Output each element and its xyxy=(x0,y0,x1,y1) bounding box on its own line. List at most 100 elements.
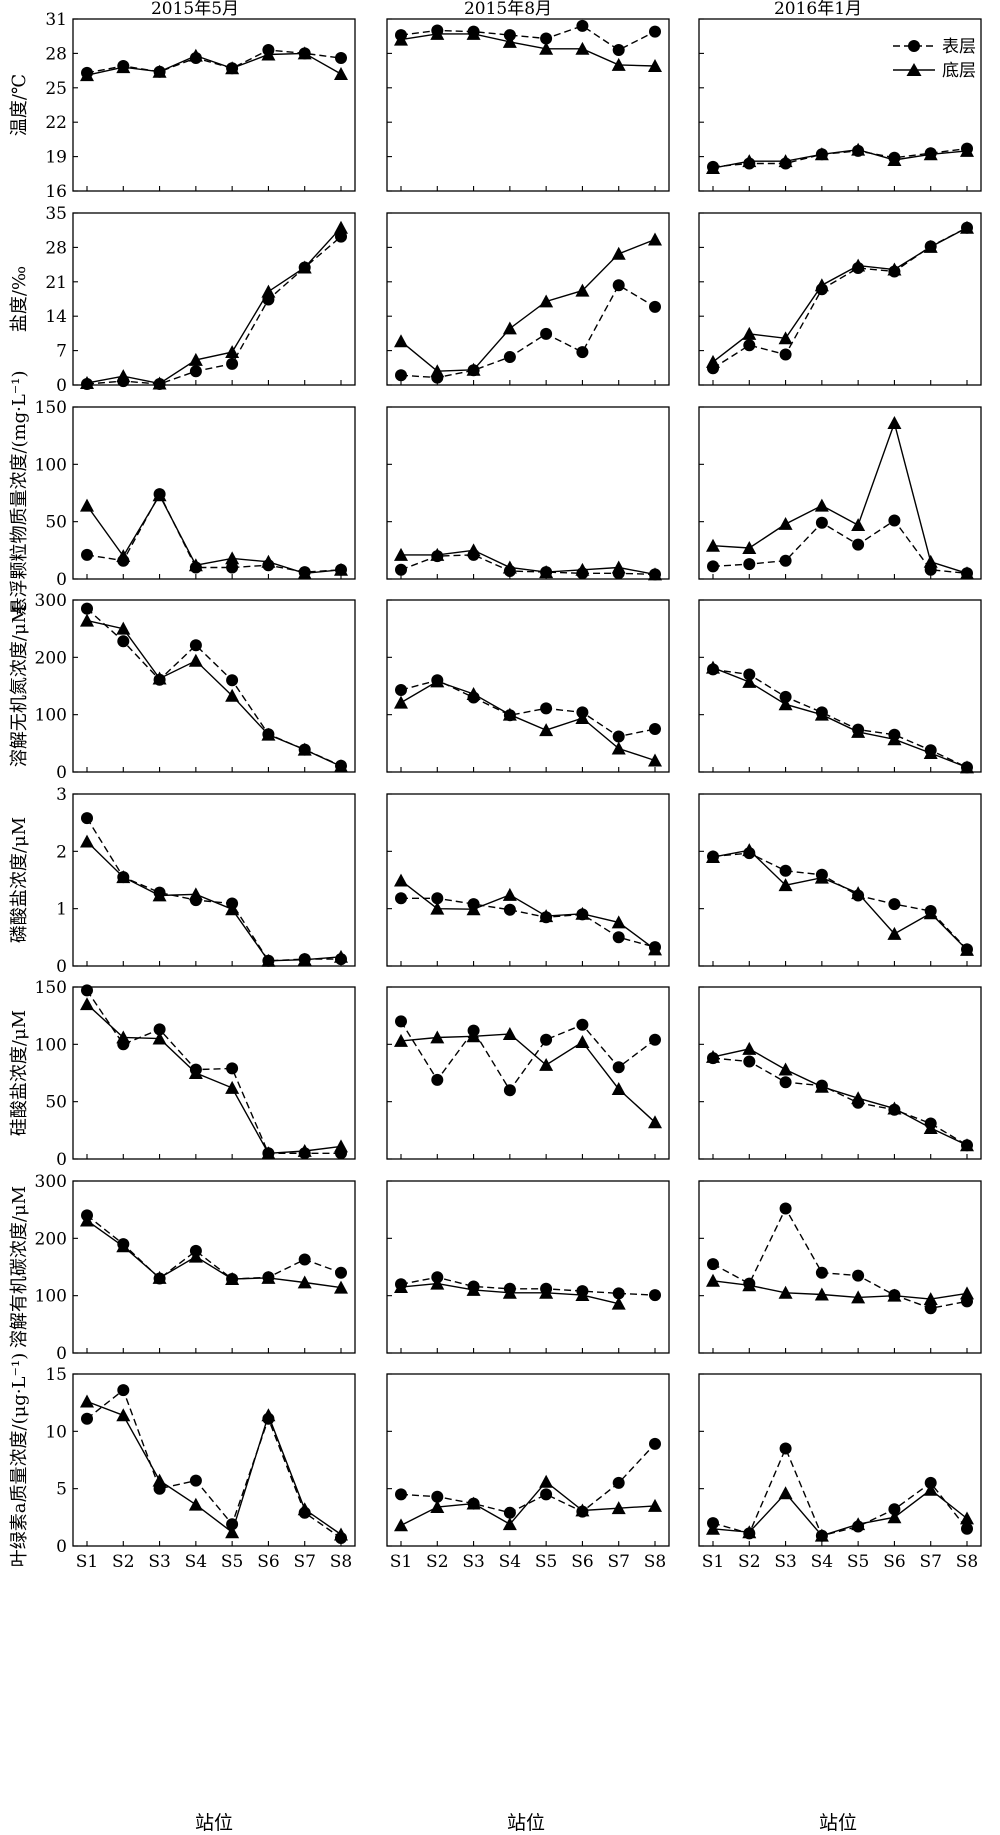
bottom-point-S4 xyxy=(188,48,203,62)
x-tick-label-S1: S1 xyxy=(76,1552,98,1572)
panel-chlorophyll-aug-2015: S1 S2 S3 S4 S5 S6 S7 S8 xyxy=(386,1373,670,1572)
y-tick-label: 1 xyxy=(56,900,67,920)
surface-point-S3 xyxy=(779,690,792,703)
bottom-series-line xyxy=(401,549,656,576)
bottom-point-S5 xyxy=(539,41,554,55)
panel-frame xyxy=(698,793,982,967)
bottom-point-S8 xyxy=(648,567,662,581)
bottom-point-S2 xyxy=(742,843,757,857)
surface-point-S8 xyxy=(649,300,661,313)
surface-point-S7 xyxy=(612,44,625,56)
surface-series-line xyxy=(712,852,968,950)
x-tick-label-S6: S6 xyxy=(571,1552,593,1572)
surface-series-line xyxy=(86,1214,342,1280)
column-title-may-2015: 2015年5月 xyxy=(151,0,239,19)
bottom-point-S3 xyxy=(152,64,167,78)
surface-series-line xyxy=(712,1446,968,1537)
bottom-point-S5 xyxy=(539,565,554,579)
surface-point-S5 xyxy=(226,357,239,370)
bottom-point-S4 xyxy=(502,321,517,335)
surface-point-S1 xyxy=(395,684,407,696)
surface-point-S4 xyxy=(503,903,516,916)
y-tick-label: 28 xyxy=(45,44,67,64)
y-tick-label: 300 xyxy=(35,591,67,611)
bottom-point-S6 xyxy=(887,262,902,276)
bottom-point-S8 xyxy=(648,59,662,72)
surface-point-S6 xyxy=(576,19,589,32)
x-tick-label-S1: S1 xyxy=(702,1552,724,1572)
surface-point-S6 xyxy=(888,1503,901,1516)
bottom-point-S4 xyxy=(502,1285,517,1299)
surface-series-line xyxy=(86,817,341,962)
panel-suspended-matter-may-2015: 0 50 100 150 xyxy=(35,398,356,590)
bottom-point-S6 xyxy=(887,1510,902,1524)
bottom-point-S8 xyxy=(334,1280,348,1294)
bottom-point-S6 xyxy=(575,41,590,55)
bottom-point-S1 xyxy=(394,1280,408,1294)
surface-point-S1 xyxy=(395,892,407,905)
bottom-point-S2 xyxy=(116,369,131,383)
y-axis-label-salinity: 盐度/‰ xyxy=(9,266,30,332)
surface-point-S7 xyxy=(612,1287,625,1300)
panel-frame xyxy=(386,212,670,386)
bottom-point-S7 xyxy=(297,952,312,966)
surface-series-line xyxy=(400,554,656,576)
bottom-point-S3 xyxy=(152,1473,167,1487)
x-tick-label-S8: S8 xyxy=(330,1552,352,1572)
bottom-point-S7 xyxy=(923,554,938,568)
surface-point-S7 xyxy=(298,1253,311,1266)
bottom-point-S6 xyxy=(261,47,276,61)
bottom-point-S2 xyxy=(430,547,445,561)
legend: 表层 底层 xyxy=(893,37,976,81)
surface-point-S4 xyxy=(189,639,202,652)
y-tick-label: 50 xyxy=(45,513,67,533)
surface-point-S4 xyxy=(503,1506,516,1519)
bottom-point-S2 xyxy=(116,1030,131,1044)
panel-frame xyxy=(698,986,982,1160)
x-tick-label-S5: S5 xyxy=(535,1552,557,1572)
panel-frame xyxy=(386,1180,670,1354)
y-tick-label: 28 xyxy=(45,238,67,258)
bottom-point-S4 xyxy=(814,147,829,161)
panel-frame xyxy=(72,1373,356,1547)
bottom-point-S1 xyxy=(706,1521,720,1535)
bottom-point-S3 xyxy=(152,376,167,390)
panel-silicate-may-2015: 0 50 100 150 xyxy=(35,978,356,1170)
y-axis-label-chlorophyll: 叶绿素a质量浓度/(μg·L⁻¹) xyxy=(9,1353,30,1567)
y-tick-label: 100 xyxy=(35,1035,67,1055)
panel-temperature-aug-2015 xyxy=(386,18,670,192)
surface-point-S3 xyxy=(779,1076,792,1089)
bottom-point-S3 xyxy=(466,1496,481,1510)
x-axis-title-col3: 站位 xyxy=(819,1812,857,1834)
bottom-point-S2 xyxy=(742,1525,757,1539)
bottom-point-S7 xyxy=(297,260,312,274)
bottom-point-S5 xyxy=(851,142,866,156)
bottom-point-S8 xyxy=(334,67,348,80)
bottom-point-S4 xyxy=(814,498,829,512)
panel-phosphate-jan-2016 xyxy=(698,793,982,967)
bottom-point-S8 xyxy=(334,1527,348,1541)
x-tick-label-S4: S4 xyxy=(185,1552,207,1572)
bottom-point-S2 xyxy=(742,1041,757,1055)
bottom-point-S4 xyxy=(188,1066,203,1079)
y-tick-label: 35 xyxy=(45,204,67,224)
surface-series-line xyxy=(712,147,968,168)
bottom-point-S8 xyxy=(334,1139,348,1153)
panel-frame xyxy=(72,1180,356,1354)
x-tick-label-S8: S8 xyxy=(644,1552,666,1572)
surface-point-S4 xyxy=(189,1474,202,1487)
bottom-point-S3 xyxy=(466,687,481,700)
bottom-point-S8 xyxy=(960,1511,974,1525)
bottom-point-S2 xyxy=(430,26,445,40)
bottom-point-S2 xyxy=(742,541,757,554)
panel-frame xyxy=(386,1373,670,1547)
bottom-point-S7 xyxy=(923,239,938,253)
panel-din-jan-2016 xyxy=(698,599,982,774)
y-tick-label: 7 xyxy=(56,342,67,362)
bottom-point-S1 xyxy=(394,32,408,46)
bottom-point-S5 xyxy=(225,1272,240,1285)
x-axis-labels: 站位 站位 站位 xyxy=(195,1812,857,1834)
bottom-point-S5 xyxy=(851,518,866,532)
bottom-series-line xyxy=(400,33,656,67)
panel-temperature-jan-2016 xyxy=(698,18,982,192)
